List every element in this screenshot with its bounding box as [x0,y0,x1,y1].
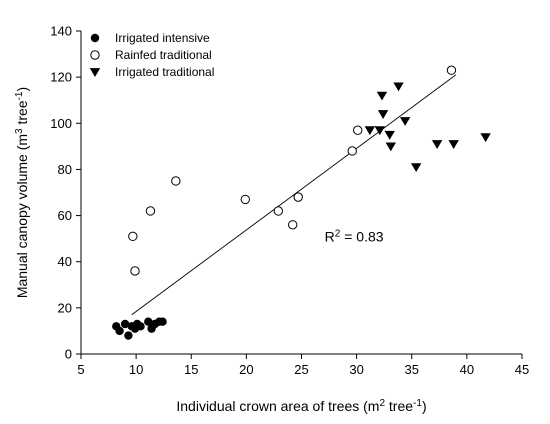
data-point-series-1 [158,317,167,326]
legend-label: Rainfed traditional [115,48,212,62]
data-point-series-1 [120,319,130,329]
x-tick-label: 5 [77,362,84,377]
data-point-series-2 [171,176,181,186]
trendline-group [131,74,457,316]
y-tick-label: 80 [58,162,72,177]
y-tick-label: 60 [58,208,72,223]
data-point-series-3 [448,140,459,149]
data-point-series-1 [115,326,124,336]
x-tick-label: 15 [184,362,198,377]
legend-label: Irrigated intensive [115,31,210,45]
x-tick-label: 35 [405,362,419,377]
data-point-series-3 [364,126,376,136]
r-squared-annotation: R2 = 0.83 [325,228,384,245]
data-point-series-3 [399,117,411,126]
y-tick-label: 20 [58,300,72,315]
data-point-series-2 [240,194,250,205]
data-point-series-2 [128,231,138,242]
data-point-series-2 [353,125,363,135]
data-point-series-2 [293,192,303,202]
data-point-series-3 [377,110,389,119]
regression-line [131,74,457,316]
data-point-series-2 [145,206,156,216]
x-tick-label: 25 [294,362,308,377]
data-point-series-3 [376,91,388,101]
y-tick-label: 0 [65,347,72,362]
y-axis-title: Manual canopy volume (m3 tree-1) [14,87,31,298]
legend-marker [90,50,100,60]
data-point-series-3 [480,133,491,143]
x-tick-label: 40 [460,362,474,377]
x-tick-label: 45 [515,362,529,377]
y-tick-label: 120 [50,70,72,85]
data-point-series-1 [124,331,133,340]
data-point-series-3 [393,82,404,92]
data-point-series-2 [273,206,284,216]
legend-marker [89,68,101,77]
data-point-series-2 [347,146,357,156]
data-point-series-3 [384,130,395,140]
axes [80,31,522,355]
data-point-series-2 [287,220,298,230]
data-point-series-3 [385,142,397,152]
legend: Irrigated intensive Rainfed traditional Ir… [89,31,214,79]
x-tick-label: 20 [239,362,253,377]
legend-marker [90,33,100,43]
data-point-series-3 [410,163,422,173]
y-tick-label: 40 [58,254,72,269]
ticks: 5 10 15 20 25 30 35 40 45 0 20 40 60 80 100 120 140 [50,24,529,378]
y-tick-label: 140 [50,24,72,39]
data-points [112,65,491,340]
legend-label: Irrigated traditional [115,65,214,79]
data-point-series-1 [144,317,153,326]
data-point-series-2 [130,266,140,276]
data-point-series-3 [374,126,385,136]
x-tick-label: 30 [349,362,363,377]
data-point-series-3 [431,140,443,149]
data-point-series-2 [446,65,457,75]
x-axis-title: Individual crown area of trees (m2 tree-… [176,398,426,415]
data-point-series-1 [136,322,145,331]
x-tick-label: 10 [129,362,143,377]
y-tick-label: 100 [50,116,72,131]
